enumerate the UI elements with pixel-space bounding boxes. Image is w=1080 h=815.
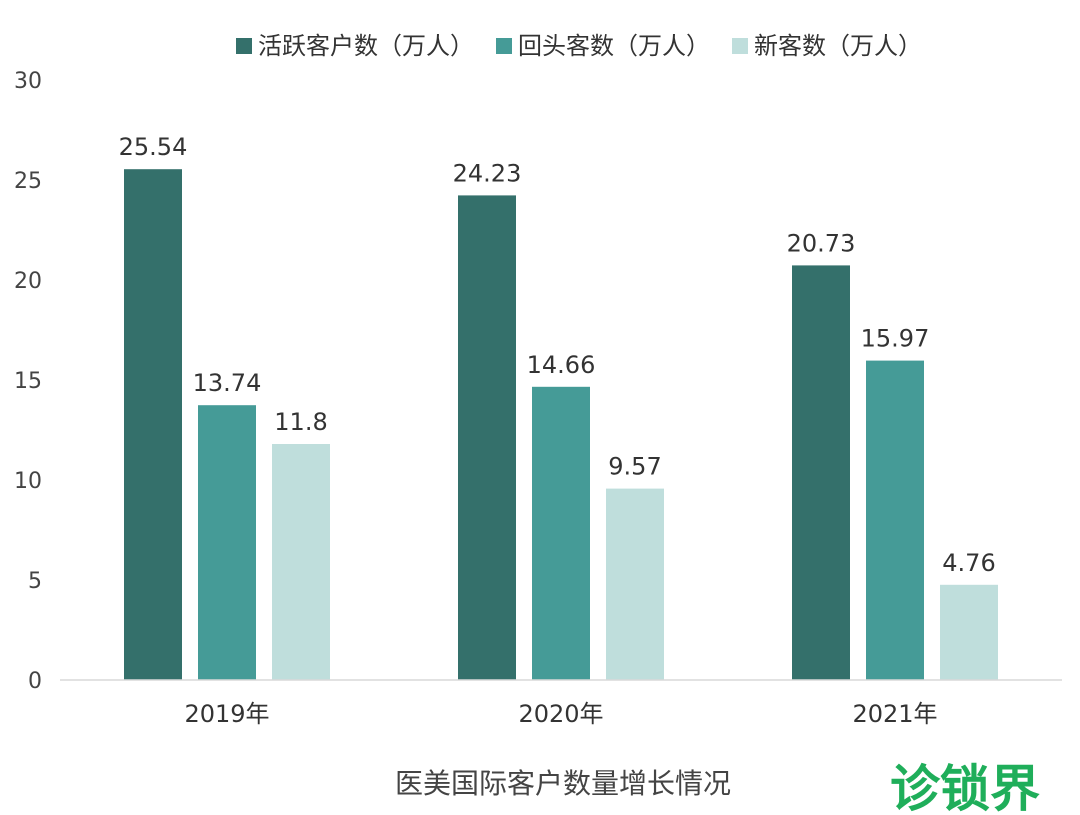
data-label: 24.23 <box>453 159 522 187</box>
data-label: 15.97 <box>861 325 930 353</box>
y-tick-label: 5 <box>28 569 42 594</box>
legend-swatch-1 <box>236 38 252 54</box>
legend-label: 回头客数（万人） <box>518 32 710 60</box>
y-axis: 0 5 10 15 20 25 30 <box>14 69 42 694</box>
y-tick-label: 20 <box>14 269 42 294</box>
data-label: 13.74 <box>193 369 262 397</box>
data-label: 14.66 <box>527 351 596 379</box>
legend-label: 新客数（万人） <box>754 32 922 60</box>
y-tick-label: 30 <box>14 69 42 94</box>
bar-3-2 <box>606 488 664 680</box>
y-tick-label: 10 <box>14 469 42 494</box>
chart-subtitle: 医美国际客户数量增长情况 <box>395 767 731 800</box>
legend: 活跃客户数（万人） 回头客数（万人） 新客数（万人） <box>236 32 922 60</box>
data-label: 20.73 <box>787 229 856 257</box>
x-tick-label: 2021年 <box>852 700 937 728</box>
legend-swatch-3 <box>732 38 748 54</box>
x-tick-label: 2019年 <box>184 700 269 728</box>
bar-2-3 <box>866 360 924 680</box>
x-tick-label: 2020年 <box>518 700 603 728</box>
y-tick-label: 0 <box>28 669 42 694</box>
data-label: 4.76 <box>942 549 995 577</box>
bars: 25.54 13.74 11.8 24.23 14.66 9.57 20.73 15.97 4.… <box>119 133 998 680</box>
bar-3-3 <box>940 584 998 680</box>
y-tick-label: 25 <box>14 169 42 194</box>
bar-2-2 <box>532 386 590 680</box>
bar-2-1 <box>198 405 256 680</box>
data-label: 9.57 <box>608 453 661 481</box>
legend-label: 活跃客户数（万人） <box>258 32 474 60</box>
data-label: 25.54 <box>119 133 188 161</box>
brand-logo: 诊锁界 <box>890 760 1040 815</box>
bar-1-3 <box>792 265 850 680</box>
y-tick-label: 15 <box>14 369 42 394</box>
bar-1-2 <box>458 195 516 680</box>
data-label: 11.8 <box>274 408 327 436</box>
x-axis: 2019年 2020年 2021年 <box>60 679 1062 728</box>
bar-3-1 <box>272 444 330 680</box>
legend-swatch-2 <box>496 38 512 54</box>
bar-1-1 <box>124 169 182 680</box>
